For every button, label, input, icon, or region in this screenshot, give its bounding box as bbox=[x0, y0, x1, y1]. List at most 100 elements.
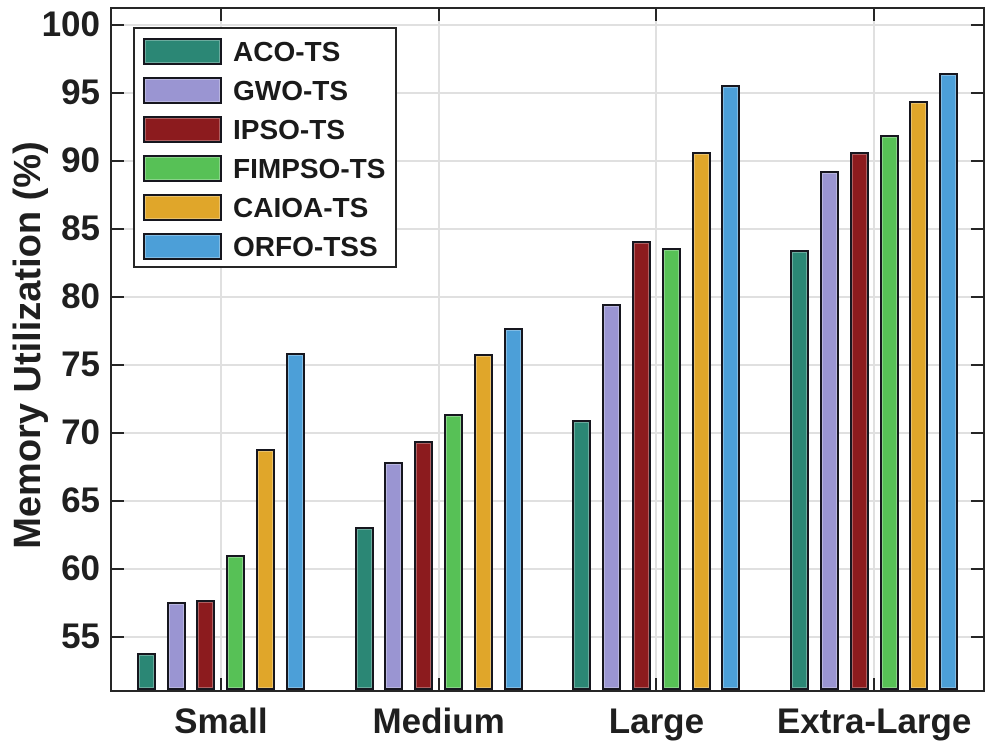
gridline-vertical bbox=[655, 9, 658, 690]
bar-aco-ts-small bbox=[136, 653, 156, 690]
gridline-horizontal bbox=[112, 24, 983, 27]
bar-ipso-ts-large bbox=[631, 241, 651, 690]
legend-label-aco-ts: ACO-TS bbox=[233, 35, 341, 67]
legend-label-gwo-ts: GWO-TS bbox=[233, 74, 349, 106]
legend-row-fimpso-ts: FIMPSO-TS bbox=[143, 153, 385, 184]
y-tick-label: 85 bbox=[61, 209, 100, 249]
bar-caioa-ts-small bbox=[256, 449, 276, 690]
legend-label-orfo-tss: ORFO-TSS bbox=[233, 230, 378, 262]
bar-orfo-tss-extra-large bbox=[939, 72, 959, 690]
x-axis-tick-bottom bbox=[655, 678, 658, 690]
legend-row-ipso-ts: IPSO-TS bbox=[143, 114, 345, 145]
legend-swatch-ipso-ts bbox=[143, 116, 222, 143]
bar-gwo-ts-extra-large bbox=[819, 170, 839, 690]
x-axis-tick-top bbox=[437, 9, 440, 21]
y-axis-tick-right bbox=[971, 228, 983, 231]
bar-gwo-ts-small bbox=[166, 601, 186, 690]
gridline-horizontal bbox=[112, 228, 983, 231]
y-axis-tick-right bbox=[971, 296, 983, 299]
bar-orfo-tss-small bbox=[285, 352, 305, 690]
gridline-horizontal bbox=[112, 92, 983, 95]
x-category-label-medium: Medium bbox=[372, 702, 505, 741]
y-axis-tick-left bbox=[112, 296, 124, 299]
x-axis-tick-top bbox=[219, 9, 222, 21]
gridline-vertical bbox=[219, 9, 222, 690]
legend-swatch-orfo-tss bbox=[143, 233, 222, 260]
y-axis-tick-right bbox=[971, 92, 983, 95]
gridline-horizontal bbox=[112, 364, 983, 367]
gridline-horizontal bbox=[112, 568, 983, 571]
legend-swatch-aco-ts bbox=[143, 38, 222, 65]
x-category-label-large: Large bbox=[608, 702, 705, 741]
bar-caioa-ts-large bbox=[691, 151, 711, 690]
y-tick-label: 95 bbox=[61, 73, 100, 113]
bar-fimpso-ts-medium bbox=[444, 414, 464, 690]
y-axis-tick-left bbox=[112, 160, 124, 163]
y-axis-tick-left bbox=[112, 228, 124, 231]
y-tick-label: 60 bbox=[61, 549, 100, 589]
x-axis-tick-bottom bbox=[437, 678, 440, 690]
bar-gwo-ts-medium bbox=[384, 461, 404, 690]
legend-swatch-gwo-ts bbox=[143, 77, 222, 104]
bar-aco-ts-large bbox=[572, 419, 592, 690]
x-axis-tick-bottom bbox=[873, 678, 876, 690]
bar-ipso-ts-medium bbox=[414, 441, 434, 690]
bar-ipso-ts-small bbox=[196, 600, 216, 690]
y-tick-label: 75 bbox=[61, 345, 100, 385]
bar-orfo-tss-large bbox=[721, 85, 741, 690]
bar-caioa-ts-medium bbox=[473, 354, 493, 690]
y-axis-tick-right bbox=[971, 635, 983, 638]
y-tick-label: 55 bbox=[61, 616, 100, 656]
bar-aco-ts-medium bbox=[354, 526, 374, 690]
y-axis-tick-right bbox=[971, 500, 983, 503]
legend-row-caioa-ts: CAIOA-TS bbox=[143, 192, 368, 223]
bar-fimpso-ts-small bbox=[226, 555, 246, 690]
x-axis-tick-bottom bbox=[219, 678, 222, 690]
y-tick-label: 70 bbox=[61, 413, 100, 453]
y-axis-tick-left bbox=[112, 568, 124, 571]
legend: ACO-TS GWO-TS IPSO-TS FIMPSO-TS CAIOA-TS ORFO… bbox=[133, 27, 397, 268]
bar-aco-ts-extra-large bbox=[790, 249, 810, 690]
y-axis-tick-left bbox=[112, 92, 124, 95]
x-axis-tick-top bbox=[873, 9, 876, 21]
gridline-horizontal bbox=[112, 635, 983, 638]
y-axis-tick-right bbox=[971, 160, 983, 163]
x-axis-tick-top bbox=[655, 9, 658, 21]
gridline-horizontal bbox=[112, 432, 983, 435]
y-tick-label: 100 bbox=[41, 5, 100, 45]
y-axis-tick-right bbox=[971, 364, 983, 367]
y-tick-label: 65 bbox=[61, 481, 100, 521]
legend-row-orfo-tss: ORFO-TSS bbox=[143, 231, 378, 262]
gridline-horizontal bbox=[112, 500, 983, 503]
y-axis-tick-left bbox=[112, 500, 124, 503]
y-axis-tick-left bbox=[112, 635, 124, 638]
x-category-label-small: Small bbox=[174, 702, 268, 741]
gridline-horizontal bbox=[112, 296, 983, 299]
legend-label-caioa-ts: CAIOA-TS bbox=[233, 191, 369, 223]
y-axis-tick-left bbox=[112, 24, 124, 27]
legend-swatch-caioa-ts bbox=[143, 194, 222, 221]
bar-orfo-tss-medium bbox=[503, 328, 523, 690]
bar-gwo-ts-large bbox=[602, 303, 622, 690]
bar-fimpso-ts-large bbox=[661, 248, 681, 690]
legend-label-fimpso-ts: FIMPSO-TS bbox=[233, 152, 386, 184]
gridline-horizontal bbox=[112, 160, 983, 163]
plot-area bbox=[110, 7, 985, 692]
y-tick-label: 90 bbox=[61, 141, 100, 181]
x-category-label-extra-large: Extra-Large bbox=[776, 702, 972, 741]
legend-row-aco-ts: ACO-TS bbox=[143, 36, 340, 67]
gridline-vertical bbox=[437, 9, 440, 690]
bar-caioa-ts-extra-large bbox=[909, 101, 929, 690]
bar-fimpso-ts-extra-large bbox=[879, 135, 899, 690]
legend-row-gwo-ts: GWO-TS bbox=[143, 75, 348, 106]
y-tick-label: 80 bbox=[61, 277, 100, 317]
y-axis-tick-right bbox=[971, 568, 983, 571]
y-axis-tick-left bbox=[112, 432, 124, 435]
legend-label-ipso-ts: IPSO-TS bbox=[233, 113, 346, 145]
legend-swatch-fimpso-ts bbox=[143, 155, 222, 182]
y-axis-tick-right bbox=[971, 432, 983, 435]
y-axis-tick-right bbox=[971, 24, 983, 27]
gridline-vertical bbox=[873, 9, 876, 690]
bar-ipso-ts-extra-large bbox=[849, 151, 869, 690]
